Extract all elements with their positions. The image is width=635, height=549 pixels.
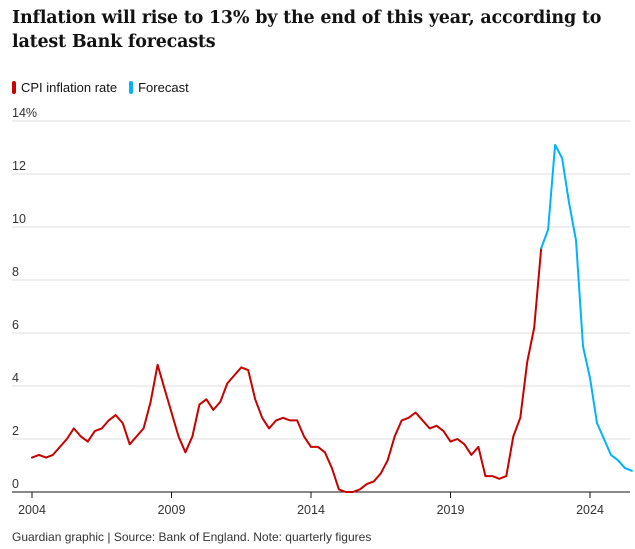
- y-axis-ticks: 0 2 4 6 8 10 12 14%: [12, 106, 37, 491]
- series-line-forecast: [540, 143, 633, 472]
- x-tick-label: 2024: [576, 503, 604, 517]
- legend-swatch-forecast: [129, 81, 134, 94]
- y-tick-label: 8: [12, 265, 19, 279]
- legend: CPI inflation rate Forecast: [12, 80, 189, 95]
- x-axis: 2004 2009 2014 2019 2024: [12, 491, 630, 517]
- source-note: Guardian graphic | Source: Bank of Engla…: [12, 530, 372, 544]
- legend-label-forecast: Forecast: [138, 80, 189, 95]
- series-lines: [31, 143, 633, 493]
- y-tick-label: 4: [12, 371, 19, 385]
- grid-lines: [12, 120, 630, 440]
- chart-title: Inflation will rise to 13% by the end of…: [12, 8, 602, 52]
- y-tick-label: 14%: [12, 106, 37, 120]
- y-tick-label: 10: [12, 212, 26, 226]
- x-tick-label: 2014: [297, 503, 325, 517]
- x-tick-label: 2019: [437, 503, 465, 517]
- x-tick-label: 2004: [18, 503, 46, 517]
- legend-label-cpi: CPI inflation rate: [21, 80, 118, 95]
- y-tick-label: 12: [12, 159, 26, 173]
- legend-item-forecast: Forecast: [129, 80, 189, 95]
- legend-swatch-cpi: [12, 81, 16, 94]
- y-tick-label: 0: [12, 477, 19, 491]
- y-tick-label: 6: [12, 318, 19, 332]
- legend-item-cpi: CPI inflation rate: [12, 80, 117, 95]
- series-line-cpi: [31, 247, 543, 493]
- x-tick-label: 2009: [158, 503, 186, 517]
- y-tick-label: 2: [12, 424, 19, 438]
